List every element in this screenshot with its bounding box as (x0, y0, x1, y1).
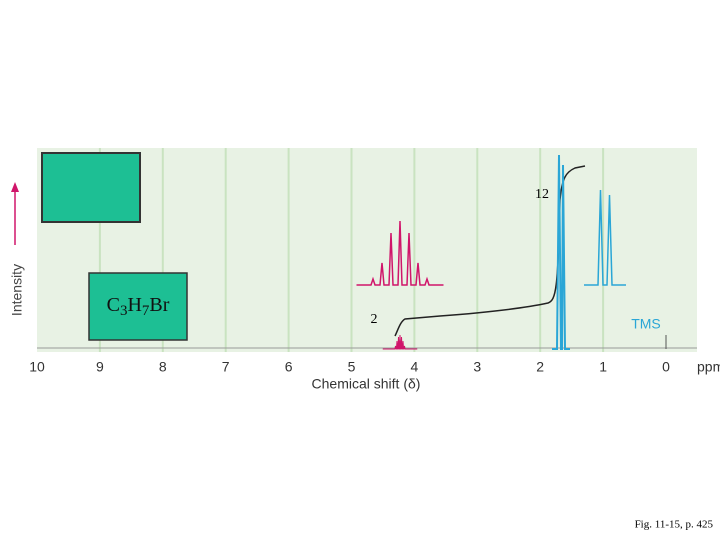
x-tick-label: 7 (222, 359, 230, 375)
arrow-head (11, 182, 19, 192)
y-axis-label: Intensity (9, 264, 25, 316)
x-tick-label: 1 (599, 359, 607, 375)
caption: Fig. 11-15, p. 425 (635, 519, 714, 531)
x-axis-label: Chemical shift (δ) (312, 376, 421, 392)
peaks (356, 154, 667, 350)
answer-box (41, 152, 141, 223)
x-tick-label: 2 (536, 359, 544, 375)
x-tick-label: 9 (96, 359, 104, 375)
x-tick-label: 4 (411, 359, 419, 375)
formula-part: 7 (142, 303, 150, 319)
septet-expanded (356, 220, 444, 286)
formula-part: Br (149, 294, 169, 316)
x-tick-label: 5 (348, 359, 356, 375)
x-tick-label: 0 (662, 359, 670, 375)
integral-label: 12 (535, 187, 549, 202)
formula: C3H7Br (107, 294, 170, 320)
formula-part: 3 (120, 303, 128, 319)
x-tick-label: 10 (29, 359, 45, 375)
septet (382, 334, 418, 350)
formula-part: H (127, 294, 141, 316)
doublet (552, 154, 570, 350)
x-axis-unit: ppm (697, 359, 720, 375)
formula-part: C (107, 294, 120, 316)
tms-label: TMS (631, 316, 661, 332)
formula-box (88, 272, 188, 341)
x-axis: 10 9 8 7 6 5 4 3 2 1 0 (29, 359, 670, 375)
x-tick-label: 6 (285, 359, 293, 375)
x-tick-label: 3 (473, 359, 481, 375)
x-tick-label: 8 (159, 359, 167, 375)
doublet-expanded (584, 189, 626, 286)
integral-label: 2 (371, 312, 378, 327)
